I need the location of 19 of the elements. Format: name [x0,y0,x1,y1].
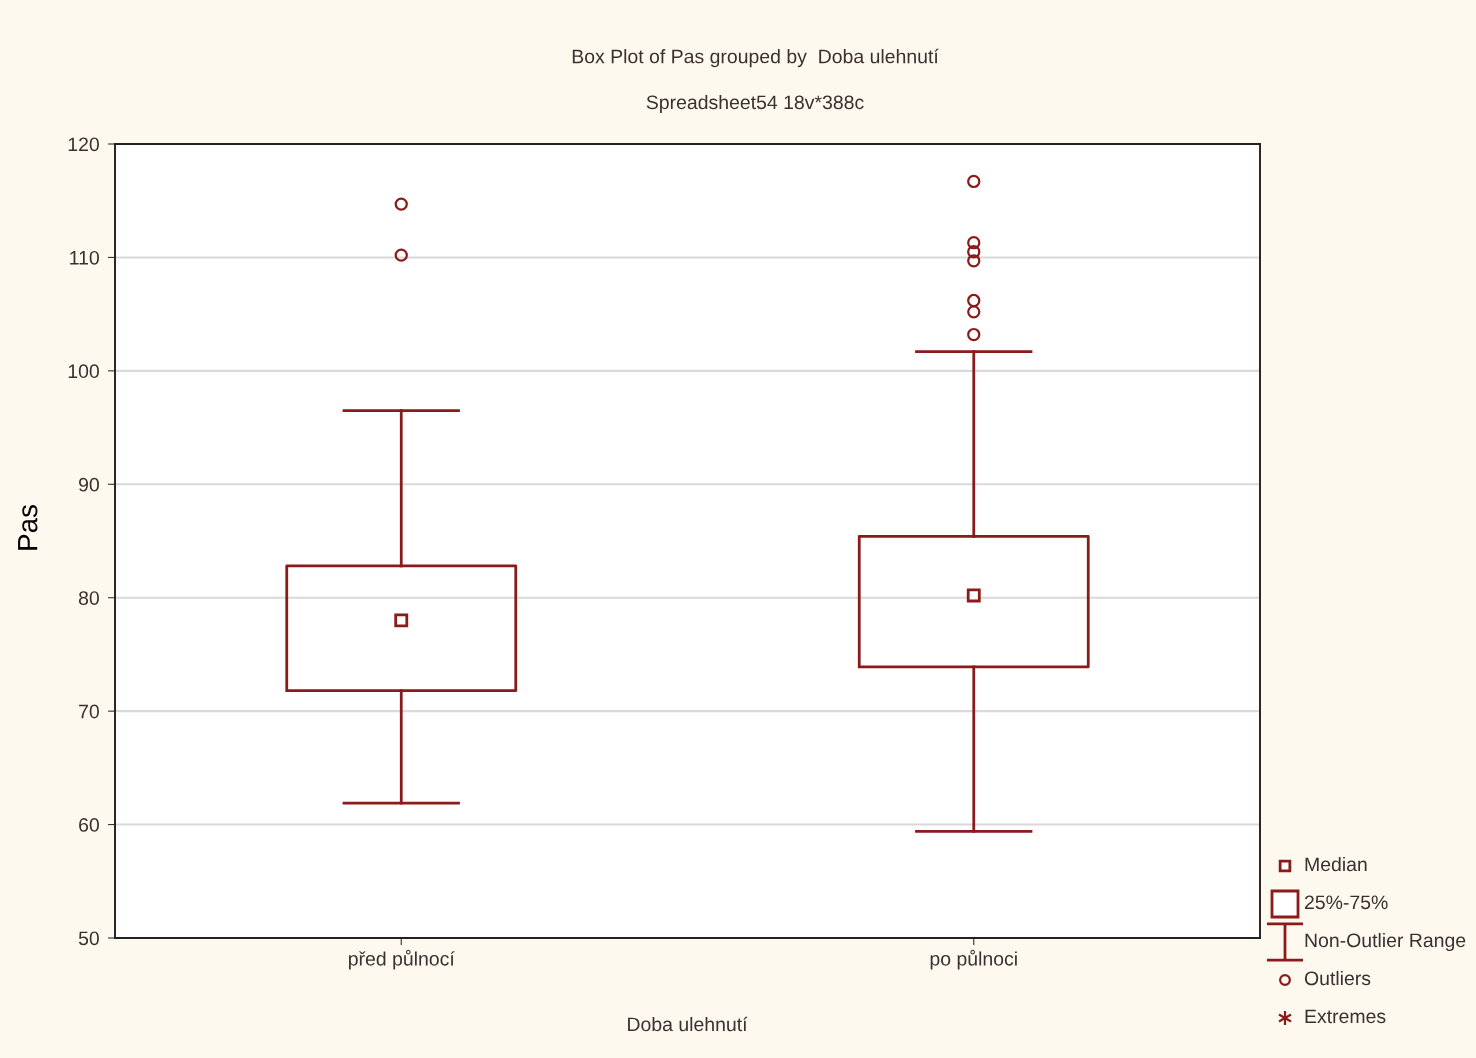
text: Outliers [1304,970,1371,986]
chart-title: Box Plot of Pas grouped by Doba ulehnutí [572,48,939,68]
text: Median [1305,856,1367,872]
y-tick-label: 90 [79,477,99,492]
text: Non-Outlier Range [1305,932,1466,952]
y-tick-label: 70 [79,704,99,719]
y-tick-label: 120 [68,137,99,152]
y-tick-label: 50 [78,931,99,946]
text: Extremes [1305,1009,1386,1024]
x-tick-label: po půlnoci [930,949,1017,970]
y-tick-label: 80 [78,591,99,605]
x-axis-title: Doba ulehnutí [628,1016,748,1032]
y-tick-label: 110 [70,250,99,265]
y-tick-label: 100 [68,364,99,379]
x-tick-label: před půlnocí [349,949,455,970]
y-tick-label: 60 [79,818,99,832]
y-axis-title: Pas [18,505,38,550]
text: 25%-75% [1304,895,1388,910]
chart-subtitle: Spreadsheet54 18v*388c [646,94,864,114]
